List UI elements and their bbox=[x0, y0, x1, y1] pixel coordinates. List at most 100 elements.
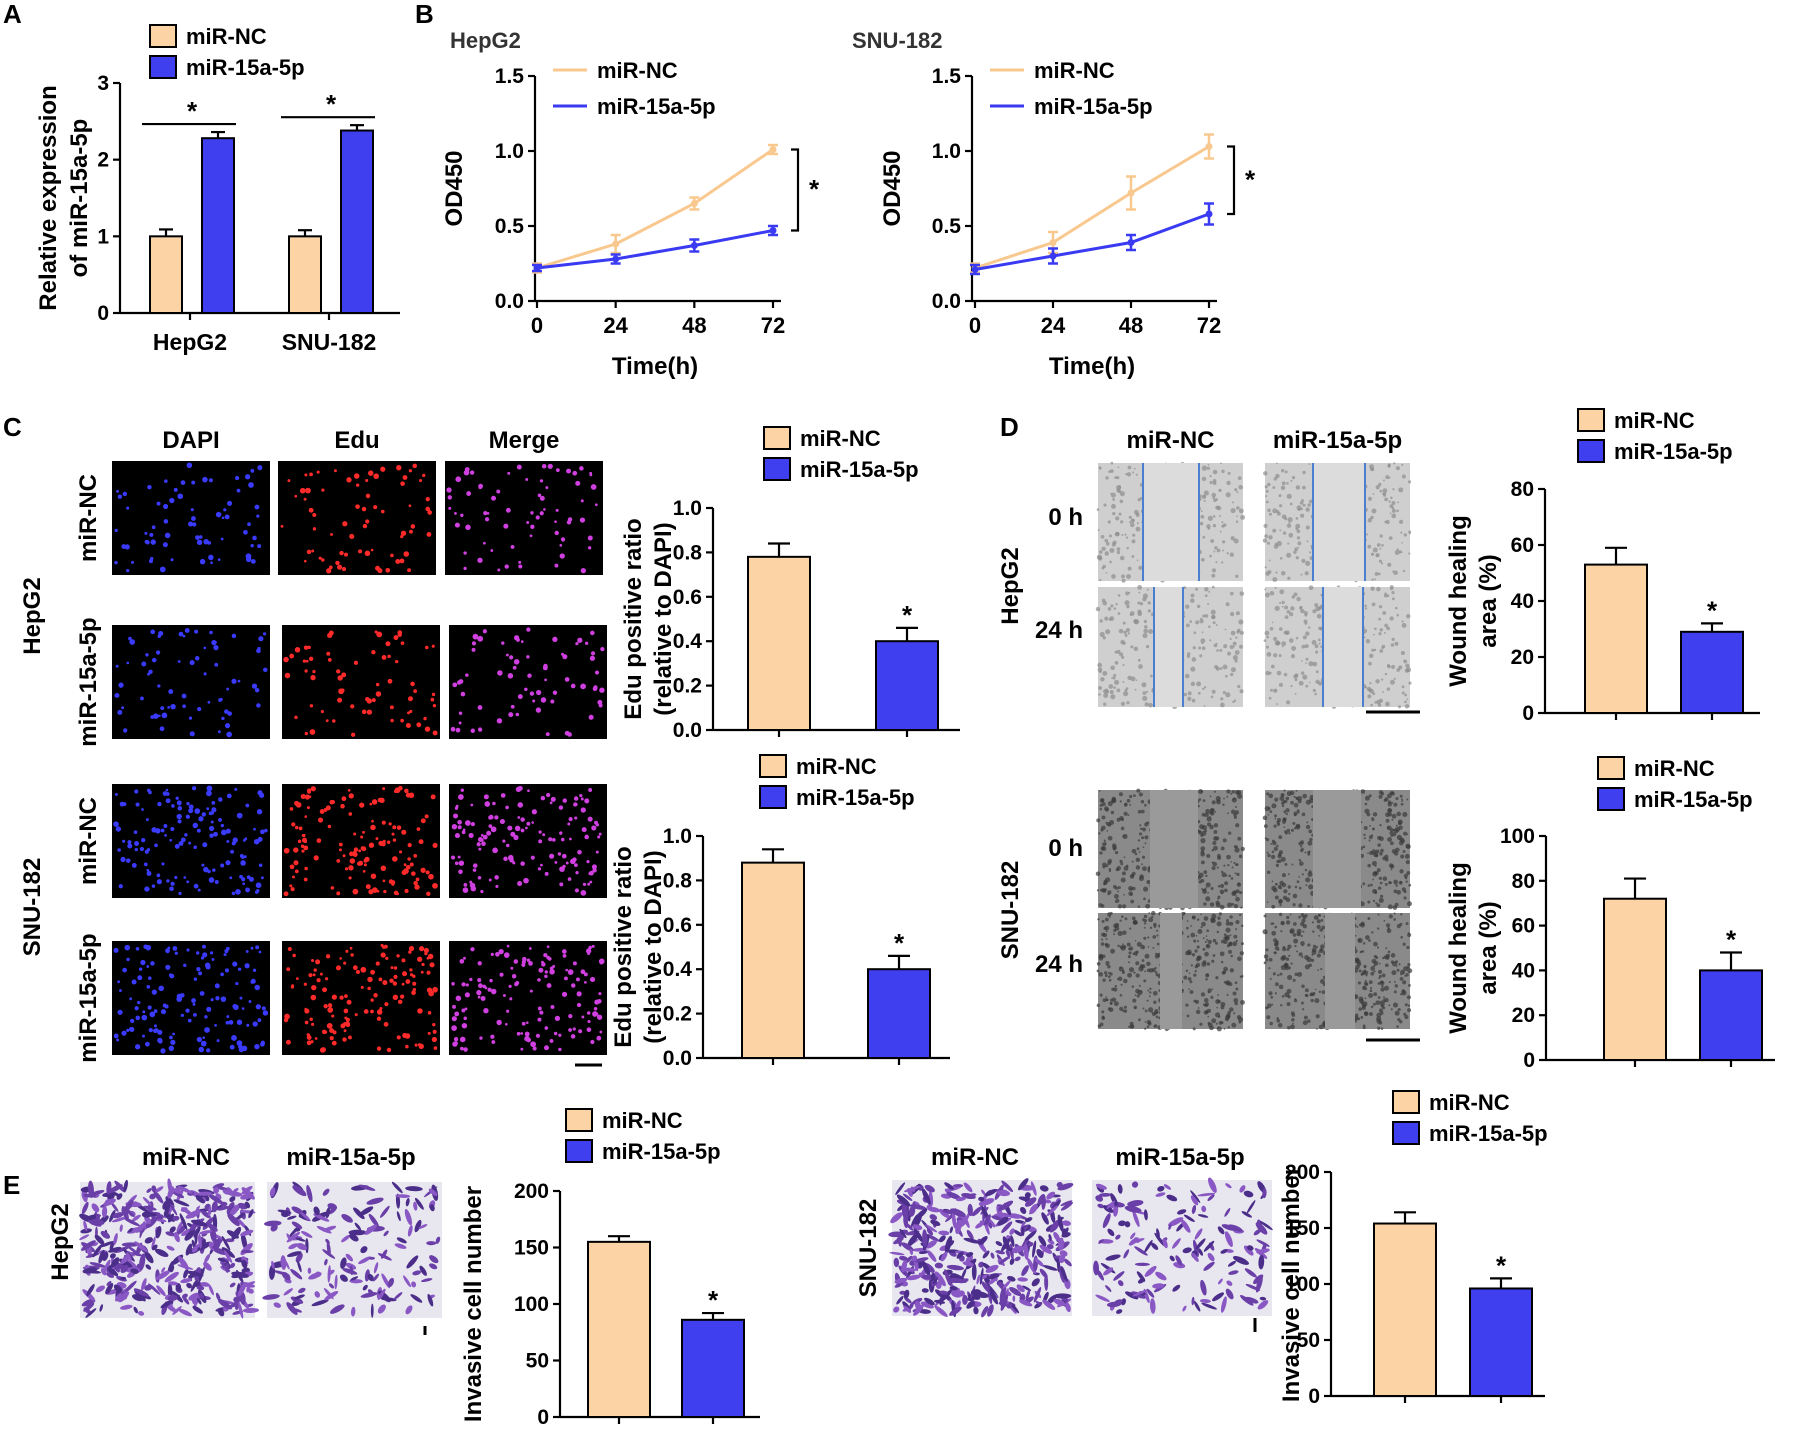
cell-dot bbox=[558, 805, 564, 810]
stained-cell bbox=[184, 1230, 195, 1241]
texture-dot bbox=[1190, 598, 1195, 603]
cell-dot bbox=[318, 556, 322, 560]
stained-cell bbox=[175, 1282, 182, 1292]
texture-dot bbox=[1406, 901, 1412, 907]
texture-dot bbox=[1374, 889, 1378, 893]
cell-dot bbox=[181, 693, 187, 699]
stained-cell bbox=[277, 1209, 292, 1214]
cell-dot bbox=[203, 539, 209, 545]
cell-dot bbox=[513, 834, 519, 841]
texture-dot bbox=[1214, 811, 1217, 813]
texture-dot bbox=[1391, 637, 1395, 642]
cell-dot bbox=[316, 978, 321, 983]
cell-dot bbox=[504, 564, 509, 569]
cell-dot bbox=[407, 711, 411, 715]
texture-dot bbox=[1307, 871, 1313, 877]
stained-cell bbox=[109, 1253, 116, 1259]
image-background bbox=[282, 625, 440, 739]
texture-dot bbox=[1389, 881, 1392, 884]
texture-dot bbox=[1311, 993, 1315, 997]
cell-dot bbox=[404, 788, 409, 794]
texture-dot bbox=[1122, 621, 1126, 625]
texture-dot bbox=[1263, 954, 1269, 959]
cell-dot bbox=[254, 687, 260, 693]
texture-dot bbox=[1200, 838, 1206, 844]
cell-dot bbox=[477, 876, 482, 880]
data-point bbox=[971, 266, 979, 273]
texture-dot bbox=[1263, 639, 1267, 642]
texture-dot bbox=[1116, 865, 1122, 871]
stained-cell bbox=[292, 1185, 307, 1197]
texture-dot bbox=[1380, 987, 1385, 992]
cell-dot bbox=[248, 482, 254, 488]
cell-dot bbox=[245, 474, 251, 480]
cell-dot bbox=[457, 794, 464, 800]
cell-dot bbox=[598, 703, 603, 708]
texture-dot bbox=[1202, 799, 1206, 803]
texture-dot bbox=[1141, 959, 1145, 962]
cell-dot bbox=[478, 983, 483, 989]
stained-cell bbox=[286, 1302, 298, 1315]
texture-dot bbox=[1100, 828, 1104, 832]
cell-dot bbox=[574, 816, 578, 820]
cell-dot bbox=[303, 645, 309, 650]
texture-dot bbox=[1407, 480, 1412, 484]
cell-line-label: HepG2 bbox=[47, 1203, 74, 1280]
texture-dot bbox=[1298, 680, 1304, 686]
cell-dot bbox=[526, 521, 530, 524]
texture-dot bbox=[1391, 508, 1396, 513]
cell-dot bbox=[180, 837, 186, 843]
texture-dot bbox=[1284, 615, 1289, 620]
texture-dot bbox=[1111, 987, 1115, 991]
cell-dot bbox=[430, 697, 435, 702]
cell-dot bbox=[370, 548, 374, 552]
texture-dot bbox=[1149, 674, 1153, 678]
texture-dot bbox=[1266, 1015, 1271, 1020]
cell-line-label: SNU-182 bbox=[997, 861, 1024, 960]
texture-dot bbox=[1238, 854, 1243, 859]
cell-dot bbox=[540, 795, 546, 801]
cell-dot bbox=[245, 950, 249, 953]
cell-dot bbox=[597, 835, 601, 839]
cell-dot bbox=[137, 975, 143, 981]
y-tick-label: 3 bbox=[97, 72, 109, 95]
texture-dot bbox=[1216, 1026, 1222, 1032]
cell-dot bbox=[151, 989, 157, 995]
cell-dot bbox=[483, 1008, 489, 1014]
texture-dot bbox=[1097, 556, 1103, 561]
texture-dot bbox=[1314, 998, 1320, 1004]
stained-cell bbox=[328, 1283, 335, 1289]
texture-dot bbox=[1191, 698, 1196, 703]
stained-cell bbox=[225, 1190, 243, 1197]
cell-dot bbox=[291, 822, 296, 827]
cell-dot bbox=[229, 876, 233, 880]
stained-cell bbox=[971, 1263, 977, 1281]
cell-dot bbox=[545, 732, 550, 737]
texture-dot bbox=[1307, 1019, 1311, 1023]
cell-dot bbox=[206, 785, 213, 792]
texture-dot bbox=[1229, 921, 1234, 926]
texture-dot bbox=[1141, 863, 1143, 866]
cell-dot bbox=[192, 1002, 196, 1006]
cell-dot bbox=[232, 1004, 237, 1009]
stained-cell bbox=[435, 1236, 441, 1244]
stained-cell bbox=[350, 1276, 359, 1281]
texture-dot bbox=[1281, 804, 1285, 808]
cell-dot bbox=[165, 798, 171, 804]
texture-dot bbox=[1376, 903, 1381, 908]
cell-dot bbox=[415, 877, 420, 882]
texture-dot bbox=[1121, 970, 1125, 975]
cell-dot bbox=[113, 821, 119, 827]
texture-dot bbox=[1282, 946, 1286, 949]
texture-dot bbox=[1401, 541, 1403, 544]
texture-dot bbox=[1236, 515, 1238, 518]
texture-dot bbox=[1126, 604, 1130, 609]
cell-dot bbox=[397, 999, 403, 1005]
cell-dot bbox=[392, 825, 397, 830]
cell-dot bbox=[326, 1022, 333, 1029]
texture-dot bbox=[1233, 699, 1237, 702]
cell-dot bbox=[457, 855, 461, 859]
texture-dot bbox=[1281, 605, 1284, 608]
texture-dot bbox=[1298, 915, 1301, 919]
texture-dot bbox=[1365, 935, 1370, 940]
